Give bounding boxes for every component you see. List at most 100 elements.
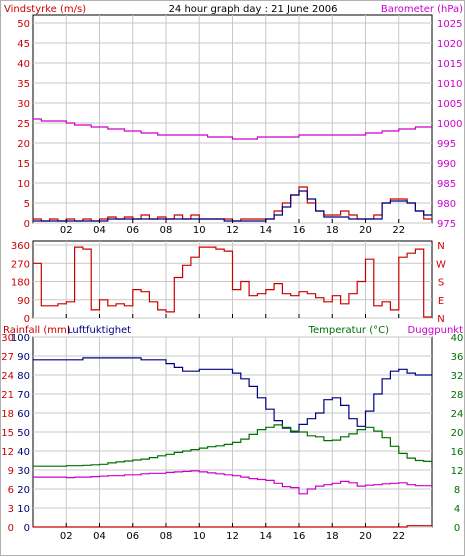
temperature-ytick-label: 12 — [451, 466, 464, 477]
rainfall-ytick-label: 21 — [1, 390, 14, 401]
direction-ytick-label: 90 — [17, 296, 30, 307]
climate-xlabel-08: 08 — [160, 531, 173, 542]
compass-label: S — [438, 278, 444, 289]
wind-xlabel-22: 22 — [392, 225, 405, 236]
climate-xlabel-14: 14 — [259, 531, 272, 542]
barometer-line — [33, 118, 432, 140]
climate-xlabel-06: 06 — [126, 531, 139, 542]
rainfall-ytick-label: 30 — [1, 333, 14, 344]
wind-xlabel-18: 18 — [326, 225, 339, 236]
temperature-axis-label: Temperatur (°C) — [308, 325, 389, 336]
rainfall-ytick-label: 3 — [8, 504, 14, 515]
rainfall-ytick-label: 0 — [8, 523, 14, 534]
wind-ytick-label: 15 — [17, 159, 30, 170]
direction-ytick-label: 0 — [24, 314, 30, 325]
temperature-ytick-label: 4 — [454, 504, 460, 515]
wind-ytick-label: 50 — [17, 19, 30, 30]
barometer-ytick-label: 1005 — [437, 99, 462, 110]
wind-xlabel-16: 16 — [293, 225, 306, 236]
barometer-ytick-label: 980 — [437, 199, 456, 210]
temperature-ytick-label: 0 — [454, 523, 460, 534]
wind-ytick-label: 10 — [17, 179, 30, 190]
wind-ytick-label: 40 — [17, 59, 30, 70]
wind-xlabel-04: 04 — [93, 225, 106, 236]
climate-xlabel-04: 04 — [93, 531, 106, 542]
wind-ytick-label: 5 — [24, 199, 30, 210]
climate-xlabel-22: 22 — [392, 531, 405, 542]
temperature-ytick-label: 20 — [451, 428, 464, 439]
wind-ytick-label: 0 — [24, 219, 30, 230]
dewpoint-axis-label: Duggpunkt — [408, 325, 464, 336]
humidity-ytick-label: 40 — [17, 447, 30, 458]
rainfall-ytick-label: 15 — [1, 428, 14, 439]
humidity-axis-label: Luftfuktighet — [67, 325, 131, 336]
direction-ytick-label: 270 — [11, 259, 30, 270]
chart-title: 24 hour graph day : 21 June 2006 — [169, 4, 338, 15]
humidity-ytick-label: 0 — [24, 523, 30, 534]
humidity-ytick-label: 30 — [17, 466, 30, 477]
rainfall-line — [33, 525, 432, 528]
rainfall-ytick-label: 6 — [8, 485, 14, 496]
temperature-ytick-label: 36 — [451, 352, 464, 363]
climate-xlabel-20: 20 — [359, 531, 372, 542]
climate-xlabel-02: 02 — [60, 531, 73, 542]
climate-xlabel-16: 16 — [293, 531, 306, 542]
barometer-ytick-label: 1000 — [437, 119, 462, 130]
climate-xlabel-18: 18 — [326, 531, 339, 542]
rainfall-ytick-label: 27 — [1, 352, 14, 363]
wind-ytick-label: 30 — [17, 99, 30, 110]
barometer-ytick-label: 1015 — [437, 59, 462, 70]
barometer-ytick-label: 1025 — [437, 19, 462, 30]
wind-xlabel-06: 06 — [126, 225, 139, 236]
wind-ytick-label: 20 — [17, 139, 30, 150]
direction-ytick-label: 180 — [11, 278, 30, 289]
temperature-ytick-label: 24 — [451, 409, 464, 420]
humidity-line — [33, 357, 432, 433]
temperature-ytick-label: 16 — [451, 447, 464, 458]
wind-ytick-label: 45 — [17, 39, 30, 50]
direction-line — [33, 246, 432, 318]
climate-xlabel-12: 12 — [226, 531, 239, 542]
wind-xlabel-14: 14 — [259, 225, 272, 236]
wind-ytick-label: 25 — [17, 119, 30, 130]
wind-axis-label: Vindstyrke (m/s) — [4, 4, 86, 15]
humidity-ytick-label: 50 — [17, 428, 30, 439]
barometer-ytick-label: 990 — [437, 159, 456, 170]
wind_avg-line — [33, 190, 432, 222]
dewpoint-line — [33, 470, 432, 495]
humidity-ytick-label: 60 — [17, 409, 30, 420]
barometer-ytick-label: 1010 — [437, 79, 462, 90]
barometer-ytick-label: 975 — [437, 219, 456, 230]
barometer-ytick-label: 995 — [437, 139, 456, 150]
compass-label: W — [436, 259, 446, 270]
rainfall-ytick-label: 18 — [1, 409, 14, 420]
barometer-axis-label: Barometer (hPa) — [381, 4, 463, 15]
humidity-ytick-label: 100 — [11, 333, 30, 344]
temperature-ytick-label: 8 — [454, 485, 460, 496]
wind-xlabel-12: 12 — [226, 225, 239, 236]
wind-ytick-label: 35 — [17, 79, 30, 90]
wind-xlabel-10: 10 — [193, 225, 206, 236]
wind-xlabel-02: 02 — [60, 225, 73, 236]
climate-xlabel-10: 10 — [193, 531, 206, 542]
wind-xlabel-08: 08 — [160, 225, 173, 236]
compass-label: E — [438, 296, 444, 307]
humidity-ytick-label: 10 — [17, 504, 30, 515]
temperature-line — [33, 424, 432, 467]
barometer-ytick-label: 1020 — [437, 39, 462, 50]
direction-ytick-label: 360 — [11, 241, 30, 252]
compass-label: N — [437, 314, 444, 325]
humidity-ytick-label: 90 — [17, 352, 30, 363]
rainfall-ytick-label: 9 — [8, 466, 14, 477]
temperature-ytick-label: 28 — [451, 390, 464, 401]
humidity-ytick-label: 20 — [17, 485, 30, 496]
temperature-ytick-label: 40 — [451, 333, 464, 344]
compass-label: N — [437, 241, 444, 252]
rainfall-ytick-label: 24 — [1, 371, 14, 382]
wind-xlabel-20: 20 — [359, 225, 372, 236]
humidity-ytick-label: 80 — [17, 371, 30, 382]
temperature-ytick-label: 32 — [451, 371, 464, 382]
rainfall-ytick-label: 12 — [1, 447, 14, 458]
